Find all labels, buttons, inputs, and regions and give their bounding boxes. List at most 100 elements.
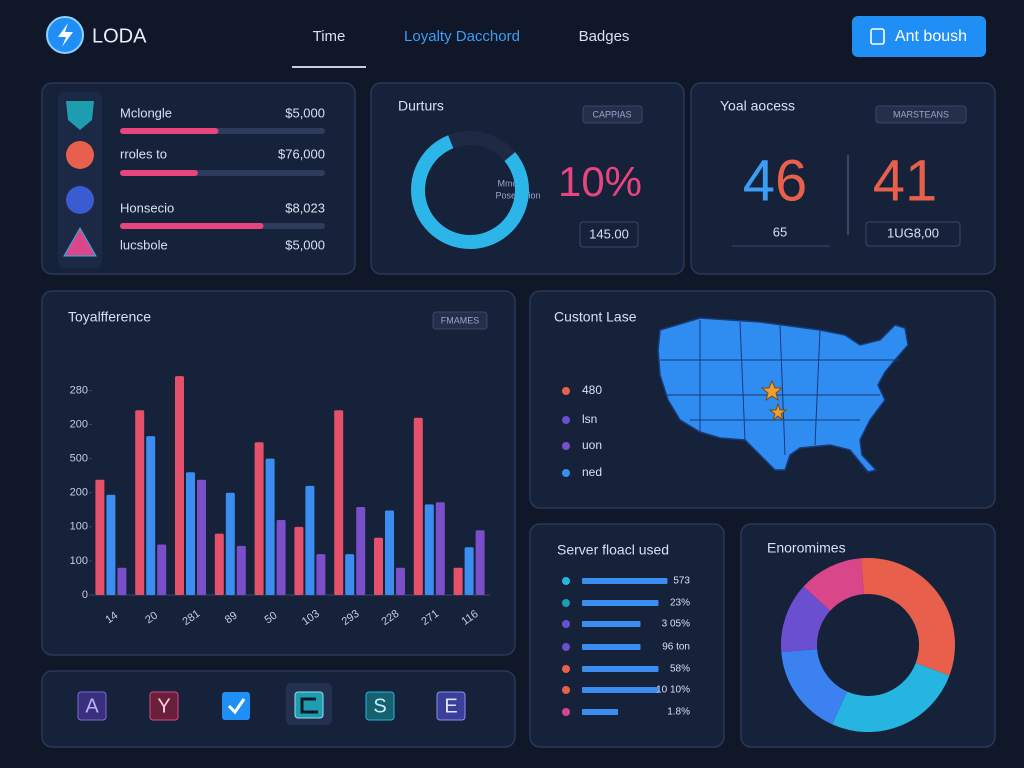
donut-segment <box>781 648 848 725</box>
metric-sub: 1UG8,00 <box>887 225 939 240</box>
bar <box>236 545 246 595</box>
row-label: Honsecio <box>120 200 174 215</box>
legend-dot <box>562 387 570 395</box>
bar <box>276 520 286 595</box>
card-title: Enoromimes <box>767 540 846 556</box>
legend-label: lsn <box>582 412 597 426</box>
donut-segment <box>861 558 955 676</box>
card-title: Yoal aocess <box>720 98 795 114</box>
legend-label: uon <box>582 438 602 452</box>
x-tick-label: 14 <box>103 609 120 626</box>
tool-icon[interactable] <box>365 691 395 721</box>
row-label: 10 10% <box>656 685 690 696</box>
tool-icon[interactable] <box>77 691 107 721</box>
progress-bar <box>120 170 198 176</box>
nav-item[interactable]: Loyalty Dacchord <box>404 28 520 45</box>
button-icon <box>870 28 885 45</box>
bar <box>582 709 618 715</box>
row-label: 3 05% <box>662 619 690 630</box>
row-dot <box>562 708 570 716</box>
button-label[interactable]: Ant boush <box>895 28 967 45</box>
tool-letter: E <box>444 695 457 717</box>
row-dot <box>562 643 570 651</box>
bar <box>95 479 105 595</box>
row-label: lucsbole <box>120 237 168 252</box>
nav-underline <box>292 66 366 68</box>
badge <box>582 105 643 124</box>
y-tick-label: 280 <box>70 384 88 396</box>
tool-letter: Y <box>157 695 170 717</box>
c-icon <box>300 697 318 714</box>
bar <box>396 567 405 595</box>
bar <box>435 502 445 595</box>
bar <box>254 442 264 595</box>
row-dot <box>562 686 570 694</box>
row-dot <box>562 665 570 673</box>
bar <box>374 537 383 595</box>
tool-letter: S <box>373 695 386 717</box>
row-label: Mclongle <box>120 105 172 120</box>
bar <box>582 644 641 650</box>
row-label: 1.8% <box>667 707 690 718</box>
row-value: $76,000 <box>278 146 325 161</box>
box-value: 145.00 <box>589 226 629 241</box>
bar <box>316 554 326 595</box>
tool-icon[interactable] <box>222 692 250 720</box>
row-icon <box>66 186 94 214</box>
logo-bolt <box>58 23 73 47</box>
map-borders <box>660 320 900 456</box>
y-tick-label: 500 <box>70 453 88 465</box>
bar <box>157 544 167 595</box>
badge-label: FMAMES <box>441 315 480 325</box>
row-dot <box>562 620 570 628</box>
bar <box>117 567 127 595</box>
row-label: 58% <box>670 664 690 675</box>
donut-segment <box>803 558 865 612</box>
bar <box>385 510 394 595</box>
row-label: 23% <box>670 598 690 609</box>
x-tick-label: 89 <box>223 609 240 626</box>
header-button[interactable] <box>852 16 986 57</box>
tool-icon[interactable] <box>294 691 324 719</box>
legend-dot <box>562 416 570 424</box>
row-value: $8,023 <box>285 200 325 215</box>
nav-item[interactable]: Time <box>313 28 346 45</box>
tool-icon[interactable] <box>149 691 179 721</box>
row-dot <box>562 599 570 607</box>
metric-sub: 65 <box>773 224 787 239</box>
logo[interactable]: LODA <box>92 25 147 47</box>
metric: 46 <box>743 148 808 213</box>
legend-dot <box>562 469 570 477</box>
access-card <box>690 82 996 275</box>
bar <box>464 547 474 595</box>
row-value: $5,000 <box>285 237 325 252</box>
card-title: Server floacl used <box>557 542 669 558</box>
row-label: 573 <box>673 576 690 587</box>
y-tick-label: 200 <box>70 418 88 430</box>
donut-segment <box>781 586 831 652</box>
tool-letter: A <box>85 695 99 717</box>
check-icon <box>227 698 246 715</box>
y-tick-label: 200 <box>70 487 88 499</box>
bar <box>475 530 485 595</box>
bar <box>582 600 659 606</box>
bar <box>305 485 315 595</box>
bar-chart-card <box>41 290 516 656</box>
row-value: $5,000 <box>285 105 325 120</box>
row-dot <box>562 577 570 585</box>
value-box <box>865 221 961 247</box>
badge <box>432 311 488 330</box>
progress-bar <box>120 128 219 134</box>
legend-dot <box>562 442 570 450</box>
bar <box>106 494 116 595</box>
legend-label: ned <box>582 465 602 479</box>
row-icon <box>63 226 97 257</box>
gauge-percent: 10% <box>558 158 642 205</box>
card-title: Custont Lase <box>554 309 637 325</box>
nav-item[interactable]: Badges <box>579 28 630 45</box>
tool-icon[interactable] <box>436 691 466 721</box>
x-tick-label: 50 <box>263 609 280 626</box>
value-box <box>579 221 639 248</box>
bar <box>334 410 344 595</box>
badge-label: MARSTEANS <box>893 109 949 119</box>
